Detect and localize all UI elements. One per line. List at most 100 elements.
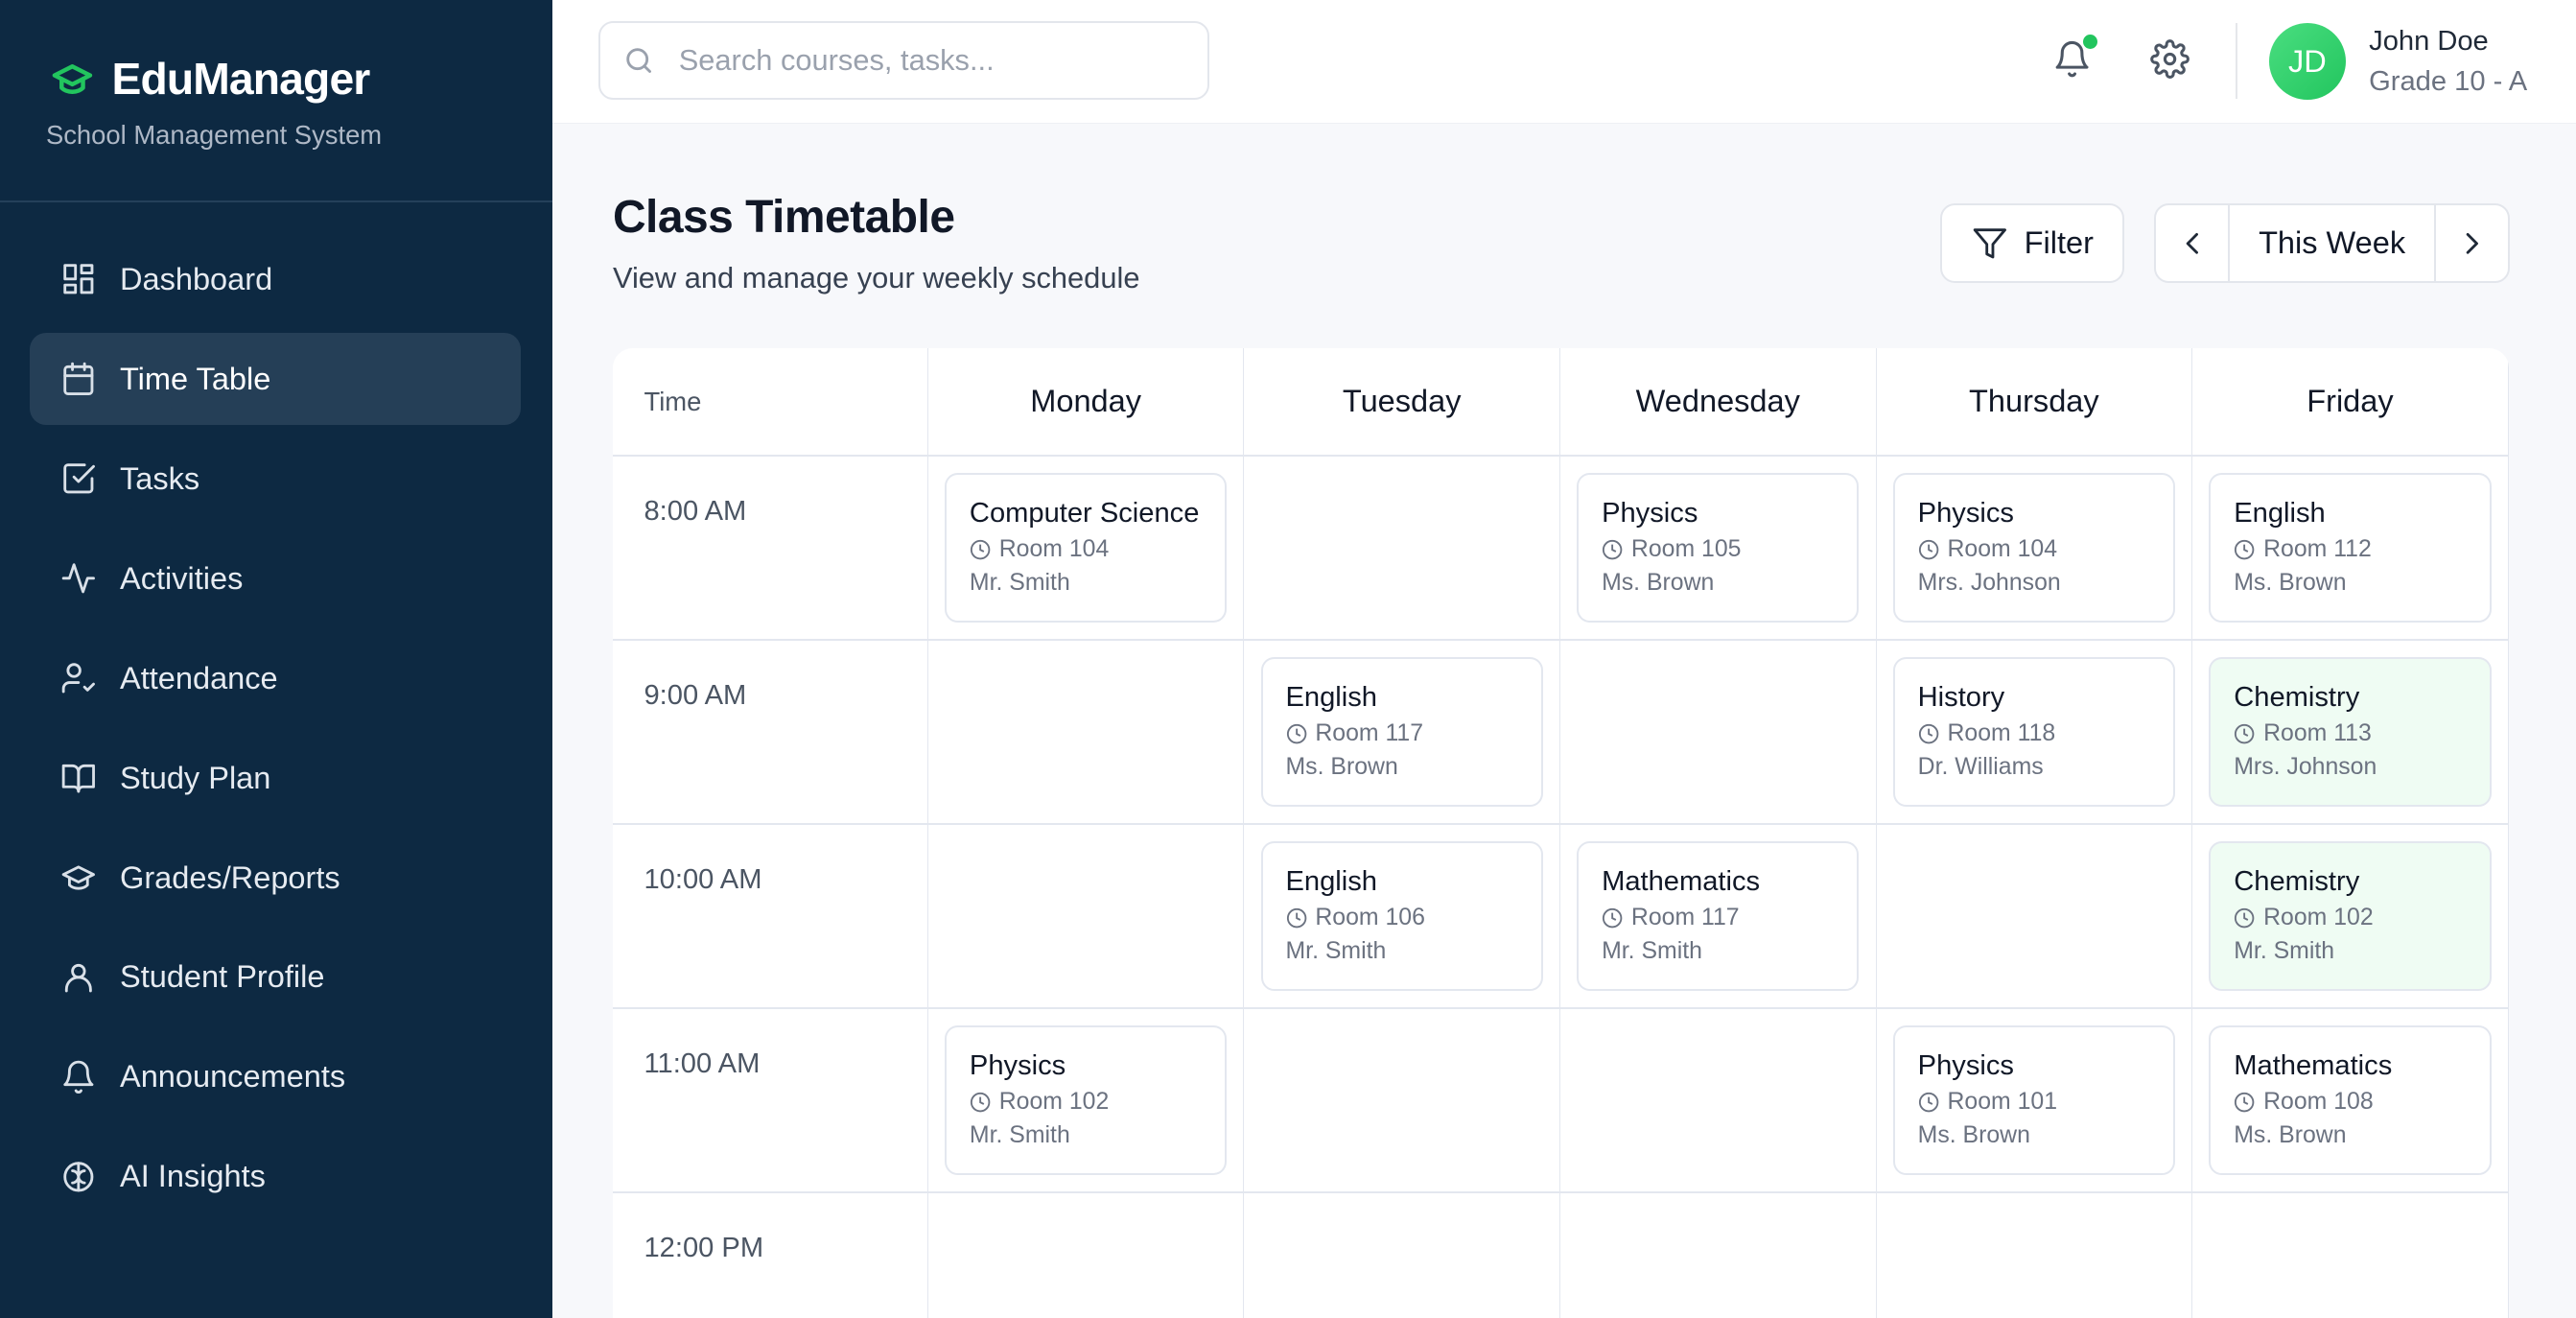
avatar[interactable]: JD: [2268, 22, 2347, 101]
sidebar-item-attendance[interactable]: Attendance: [30, 632, 521, 724]
class-card[interactable]: Mathematics Room 117 Mr. Smith: [1577, 841, 1860, 991]
schedule-cell[interactable]: Computer Science Room 104 Mr. Smith: [927, 457, 1245, 642]
class-teacher: Mr. Smith: [2234, 937, 2335, 964]
chevron-right-icon: [2466, 232, 2478, 254]
bell-icon: [63, 1060, 94, 1094]
filter-label: Filter: [2024, 225, 2094, 261]
class-room: Room 118: [1918, 720, 2173, 747]
clock-icon: [1286, 907, 1306, 929]
room-label: Room 102: [998, 1088, 1110, 1115]
schedule-cell[interactable]: Mathematics Room 117 Mr. Smith: [1559, 824, 1877, 1009]
schedule-cell[interactable]: [1876, 824, 2193, 1009]
search-input[interactable]: [675, 41, 1176, 81]
class-subject: Computer Science: [969, 498, 1200, 530]
schedule-cell[interactable]: Physics Room 104 Mrs. Johnson: [1876, 457, 2193, 642]
class-card[interactable]: English Room 106 Mr. Smith: [1260, 841, 1543, 991]
schedule-cell[interactable]: History Room 118 Dr. Williams: [1876, 641, 2193, 825]
settings-button[interactable]: [2150, 39, 2193, 82]
schedule-cell[interactable]: English Room 112 Ms. Brown: [2192, 457, 2509, 642]
sidebar-item-ai-insights[interactable]: AI Insights: [30, 1131, 521, 1223]
class-room: Room 102: [2234, 905, 2489, 931]
page-title: Class Timetable: [612, 191, 955, 243]
class-card[interactable]: English Room 112 Ms. Brown: [2209, 473, 2492, 624]
room-label: Room 112: [2263, 536, 2372, 563]
sidebar-item-student-profile[interactable]: Student Profile: [30, 931, 521, 1024]
sidebar-item-study-plan[interactable]: Study Plan: [30, 732, 521, 824]
class-teacher: Ms. Brown: [1285, 753, 1398, 780]
room-label: Room 102: [2263, 904, 2374, 930]
schedule-cell[interactable]: [1877, 1192, 2193, 1318]
schedule-cell[interactable]: [1244, 457, 1560, 642]
room-label: Room 113: [2263, 719, 2372, 746]
sidebar-item-label: Student Profile: [120, 959, 325, 995]
sidebar-item-announcements[interactable]: Announcements: [30, 1031, 521, 1123]
class-card[interactable]: Physics Room 102 Mr. Smith: [944, 1024, 1228, 1175]
class-card[interactable]: Mathematics Room 108 Ms. Brown: [2209, 1024, 2492, 1175]
room-label: Room 108: [2263, 1088, 2374, 1115]
room-label: Room 104: [1947, 536, 2058, 563]
graduation-cap-icon: [62, 865, 96, 890]
class-subject: English: [2234, 498, 2326, 530]
clock-icon: [970, 539, 991, 560]
sidebar-item-grades-reports[interactable]: Grades/Reports: [30, 832, 521, 924]
search-box[interactable]: [597, 21, 1209, 101]
schedule-cell[interactable]: [2192, 1192, 2509, 1318]
schedule-cell[interactable]: English Room 106 Mr. Smith: [1244, 824, 1560, 1009]
schedule-cell[interactable]: [928, 1192, 1245, 1318]
day-header-monday: Monday: [927, 348, 1245, 458]
schedule-cell[interactable]: [927, 824, 1245, 1009]
clock-icon: [2235, 907, 2255, 929]
schedule-cell[interactable]: [1244, 1008, 1560, 1193]
schedule-cell[interactable]: Chemistry Room 102 Mr. Smith: [2192, 824, 2509, 1009]
time-label: 9:00 AM: [644, 680, 747, 712]
schedule-cell[interactable]: Mathematics Room 108 Ms. Brown: [2192, 1008, 2509, 1193]
schedule-cell[interactable]: [1560, 1192, 1877, 1318]
schedule-cell[interactable]: Physics Room 102 Mr. Smith: [927, 1008, 1245, 1193]
schedule-cell[interactable]: English Room 117 Ms. Brown: [1244, 641, 1560, 825]
schedule-cell[interactable]: Physics Room 101 Ms. Brown: [1876, 1008, 2193, 1193]
class-card[interactable]: Chemistry Room 113 Mrs. Johnson: [2209, 657, 2492, 808]
clock-icon: [1918, 723, 1938, 744]
time-slot-cell: 11:00 AM: [612, 1008, 928, 1193]
sidebar-item-label: Attendance: [120, 660, 278, 695]
notifications-button[interactable]: [2052, 34, 2098, 82]
class-card[interactable]: English Room 117 Ms. Brown: [1260, 657, 1543, 808]
schedule-cell[interactable]: Chemistry Room 113 Mrs. Johnson: [2192, 641, 2509, 825]
previous-week-button[interactable]: [2156, 205, 2228, 280]
class-teacher: Dr. Williams: [1917, 753, 2044, 780]
class-card[interactable]: History Room 118 Dr. Williams: [1892, 657, 2176, 808]
class-card[interactable]: Physics Room 105 Ms. Brown: [1577, 473, 1860, 624]
class-subject: History: [1917, 682, 2005, 714]
class-room: Room 106: [1286, 905, 1541, 931]
schedule-cell[interactable]: Physics Room 105 Ms. Brown: [1559, 457, 1877, 642]
sidebar-item-label: Grades/Reports: [120, 859, 340, 895]
week-label[interactable]: This Week: [2228, 205, 2437, 281]
class-room: Room 104: [1918, 536, 2173, 563]
class-card[interactable]: Physics Room 101 Ms. Brown: [1892, 1024, 2176, 1175]
sidebar-item-tasks[interactable]: Tasks: [30, 433, 521, 525]
schedule-cell[interactable]: [1559, 641, 1877, 825]
schedule-cell[interactable]: [927, 641, 1245, 825]
sidebar-item-dashboard[interactable]: Dashboard: [30, 233, 521, 325]
room-label: Room 106: [1315, 904, 1425, 930]
class-card[interactable]: Physics Room 104 Mrs. Johnson: [1892, 473, 2176, 624]
class-card[interactable]: Chemistry Room 102 Mr. Smith: [2209, 841, 2492, 991]
next-week-button[interactable]: [2436, 205, 2508, 280]
time-slot-cell: 8:00 AM: [612, 457, 928, 642]
filter-button[interactable]: Filter: [1940, 203, 2124, 283]
timetable: Time Monday Tuesday Wednesday Thursday Friday…: [612, 348, 2509, 1318]
activity-icon: [62, 563, 96, 594]
room-label: Room 117: [1315, 719, 1424, 746]
class-subject: English: [1285, 866, 1377, 897]
sidebar-item-activities[interactable]: Activities: [30, 532, 521, 624]
brand[interactable]: EduManager: [46, 53, 370, 105]
sidebar-nav: Dashboard Time Table Tasks Activities Attend…: [29, 233, 521, 1231]
calendar-icon: [63, 363, 94, 396]
time-label: 12:00 PM: [644, 1232, 764, 1263]
class-card[interactable]: Computer Science Room 104 Mr. Smith: [944, 473, 1228, 624]
sidebar-item-time-table[interactable]: Time Table: [29, 333, 521, 426]
schedule-cell[interactable]: [1559, 1008, 1877, 1193]
schedule-cell[interactable]: [1244, 1192, 1560, 1318]
sidebar-item-label: Tasks: [120, 460, 200, 496]
class-teacher: Mr. Smith: [1285, 937, 1387, 964]
